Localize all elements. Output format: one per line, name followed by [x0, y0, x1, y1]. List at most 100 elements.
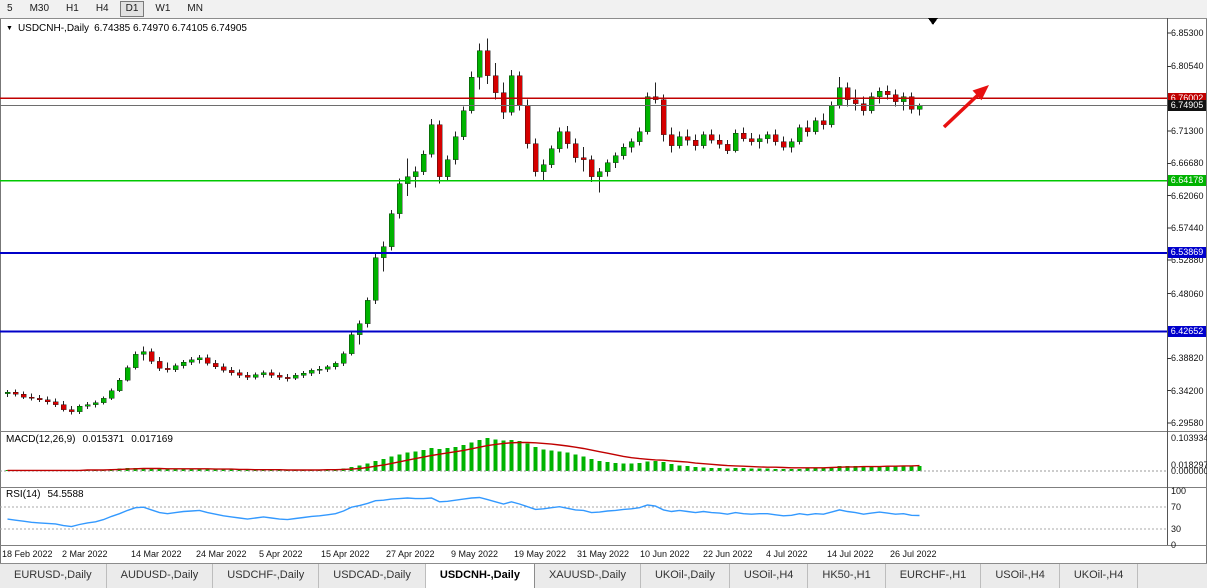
- tab-usdcad-daily[interactable]: USDCAD-,Daily: [319, 564, 426, 588]
- candle-body: [196, 357, 203, 361]
- macd-histogram-bar: [565, 452, 570, 471]
- macd-histogram-bar: [485, 438, 490, 471]
- tab-usdchf-daily[interactable]: USDCHF-,Daily: [213, 564, 320, 588]
- macd-histogram-bar: [581, 456, 586, 471]
- trend-arrow-head-icon: [972, 85, 989, 101]
- candle-body: [788, 141, 795, 148]
- candle-body: [100, 398, 107, 403]
- candle-body: [52, 401, 59, 405]
- candle-body: [516, 75, 523, 106]
- macd-histogram-bar: [661, 462, 666, 471]
- candle-body: [540, 164, 547, 172]
- candle-body: [364, 300, 371, 324]
- candle-body: [124, 367, 131, 381]
- macd-histogram-bar: [397, 454, 402, 471]
- macd-histogram-bar: [589, 459, 594, 471]
- candle-body: [596, 171, 603, 177]
- candle-body: [732, 132, 739, 151]
- timeframe-button-w1[interactable]: W1: [155, 3, 171, 14]
- candle-body: [556, 131, 563, 149]
- candle-body: [612, 155, 619, 163]
- tab-usoil-h4[interactable]: USOil-,H4: [981, 564, 1060, 588]
- candle-body: [748, 138, 755, 142]
- macd-histogram-bar: [157, 469, 162, 471]
- tab-hk50-h1[interactable]: HK50-,H1: [808, 564, 886, 588]
- macd-histogram-bar: [549, 450, 554, 471]
- candle-body: [844, 87, 851, 100]
- tab-xauusd-daily[interactable]: XAUUSD-,Daily: [535, 564, 641, 588]
- macd-histogram-bar: [445, 448, 450, 471]
- macd-histogram-bar: [165, 469, 170, 471]
- candle-body: [684, 136, 691, 141]
- macd-histogram-bar: [869, 466, 874, 471]
- candle-body: [492, 75, 499, 93]
- candle-body: [708, 134, 715, 141]
- candle-body: [356, 323, 363, 335]
- candle-body: [868, 96, 875, 111]
- candle-body: [780, 141, 787, 148]
- candle-body: [676, 136, 683, 146]
- candle-body: [436, 124, 443, 177]
- candle-body: [828, 104, 835, 125]
- candle-body: [916, 105, 923, 110]
- macd-histogram-bar: [917, 466, 922, 471]
- candle-body: [468, 76, 475, 111]
- candle-body: [76, 405, 83, 412]
- tab-ukoil-daily[interactable]: UKOil-,Daily: [641, 564, 730, 588]
- macd-histogram-bar: [573, 454, 578, 471]
- object-marker-icon: [928, 18, 938, 25]
- candle-body: [660, 99, 667, 135]
- tab-eurchf-h1[interactable]: EURCHF-,H1: [886, 564, 982, 588]
- timeframe-button-h1[interactable]: H1: [66, 3, 79, 14]
- candle-body: [220, 366, 227, 371]
- candle-body: [564, 131, 571, 144]
- macd-histogram-bar: [717, 468, 722, 471]
- timeframe-button-m30[interactable]: M30: [29, 3, 50, 14]
- macd-histogram-bar: [621, 463, 626, 471]
- candle-body: [316, 368, 323, 371]
- macd-histogram-bar: [245, 470, 250, 471]
- macd-histogram-bar: [405, 452, 410, 471]
- tab-ukoil-h4[interactable]: UKOil-,H4: [1060, 564, 1139, 588]
- candle-body: [12, 391, 19, 395]
- macd-histogram-bar: [141, 468, 146, 471]
- tab-usdcnh-daily[interactable]: USDCNH-,Daily: [425, 564, 535, 588]
- macd-histogram-bar: [733, 468, 738, 471]
- timeframe-button-mn[interactable]: MN: [187, 3, 203, 14]
- macd-histogram-bar: [725, 468, 730, 471]
- candle-body: [740, 132, 747, 139]
- macd-histogram-bar: [861, 466, 866, 471]
- candle-body: [524, 104, 531, 144]
- candle-body: [236, 372, 243, 376]
- macd-histogram-bar: [893, 466, 898, 471]
- rsi-line: [7, 496, 920, 528]
- macd-histogram-bar: [229, 469, 234, 471]
- timeframe-button-d1[interactable]: D1: [119, 1, 145, 17]
- macd-histogram-bar: [909, 466, 914, 471]
- candle-body: [148, 351, 155, 362]
- macd-histogram-bar: [597, 460, 602, 471]
- candle-body: [140, 351, 147, 355]
- macd-histogram-bar: [181, 469, 186, 471]
- candle-body: [836, 87, 843, 106]
- candle-body: [604, 162, 611, 172]
- macd-histogram-bar: [877, 466, 882, 471]
- macd-histogram-bar: [853, 466, 858, 471]
- candle-body: [812, 120, 819, 132]
- candle-body: [548, 148, 555, 165]
- candle-body: [644, 96, 651, 132]
- timeframe-button-5[interactable]: 5: [7, 3, 13, 14]
- timeframe-button-h4[interactable]: H4: [95, 3, 109, 14]
- macd-histogram-bar: [493, 439, 498, 471]
- tab-eurusd-daily[interactable]: EURUSD-,Daily: [0, 564, 107, 588]
- tab-usoil-h4[interactable]: USOil-,H4: [730, 564, 809, 588]
- macd-histogram-bar: [525, 443, 530, 471]
- candle-body: [332, 363, 339, 368]
- macd-histogram-bar: [749, 468, 754, 471]
- tab-audusd-daily[interactable]: AUDUSD-,Daily: [107, 564, 214, 588]
- candle-body: [908, 96, 915, 110]
- macd-histogram-bar: [197, 468, 202, 471]
- candle-body: [404, 176, 411, 184]
- candle-body: [532, 143, 539, 172]
